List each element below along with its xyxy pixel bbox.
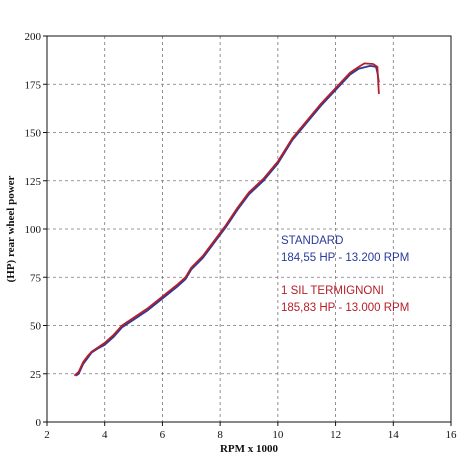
y-tick-label: 50 xyxy=(30,321,42,333)
legend-termignoni-name: 1 SIL TERMIGNONI xyxy=(281,285,384,297)
x-tick-label: 6 xyxy=(160,429,166,441)
x-axis-label: RPM x 1000 xyxy=(220,443,279,455)
x-tick-label: 16 xyxy=(446,429,458,441)
x-tick-label: 8 xyxy=(217,429,223,441)
grid xyxy=(47,36,451,422)
y-tick-label: 75 xyxy=(30,272,42,284)
y-tick-label: 200 xyxy=(25,31,42,43)
series-line-0 xyxy=(75,65,380,377)
legend-termignoni-summary: 185,83 HP - 13.000 RPM xyxy=(281,302,409,314)
x-tick-label: 14 xyxy=(388,429,400,441)
series-group xyxy=(73,62,380,377)
y-tick-label: 150 xyxy=(25,128,42,140)
x-tick-label: 10 xyxy=(272,429,284,441)
x-tick-label: 2 xyxy=(44,429,50,441)
y-ticks: 0 25 50 75 100 125 150 175 200 xyxy=(25,31,47,429)
series-line-1 xyxy=(73,62,380,377)
y-tick-label: 25 xyxy=(30,369,42,381)
y-tick-label: 175 xyxy=(25,79,42,91)
y-tick-label: 100 xyxy=(25,224,42,236)
legend-standard-name: STANDARD xyxy=(281,235,343,247)
y-tick-label: 0 xyxy=(36,417,42,429)
legend: STANDARD 184,55 HP - 13.200 RPM 1 SIL TE… xyxy=(281,235,409,314)
y-tick-label: 125 xyxy=(25,176,42,188)
x-ticks: 2 4 6 8 10 12 14 16 xyxy=(44,422,457,441)
x-tick-label: 12 xyxy=(330,429,341,441)
x-tick-label: 4 xyxy=(102,429,108,441)
legend-standard-summary: 184,55 HP - 13.200 RPM xyxy=(281,252,409,264)
y-axis-label: (HP) rear wheel power xyxy=(5,175,17,282)
